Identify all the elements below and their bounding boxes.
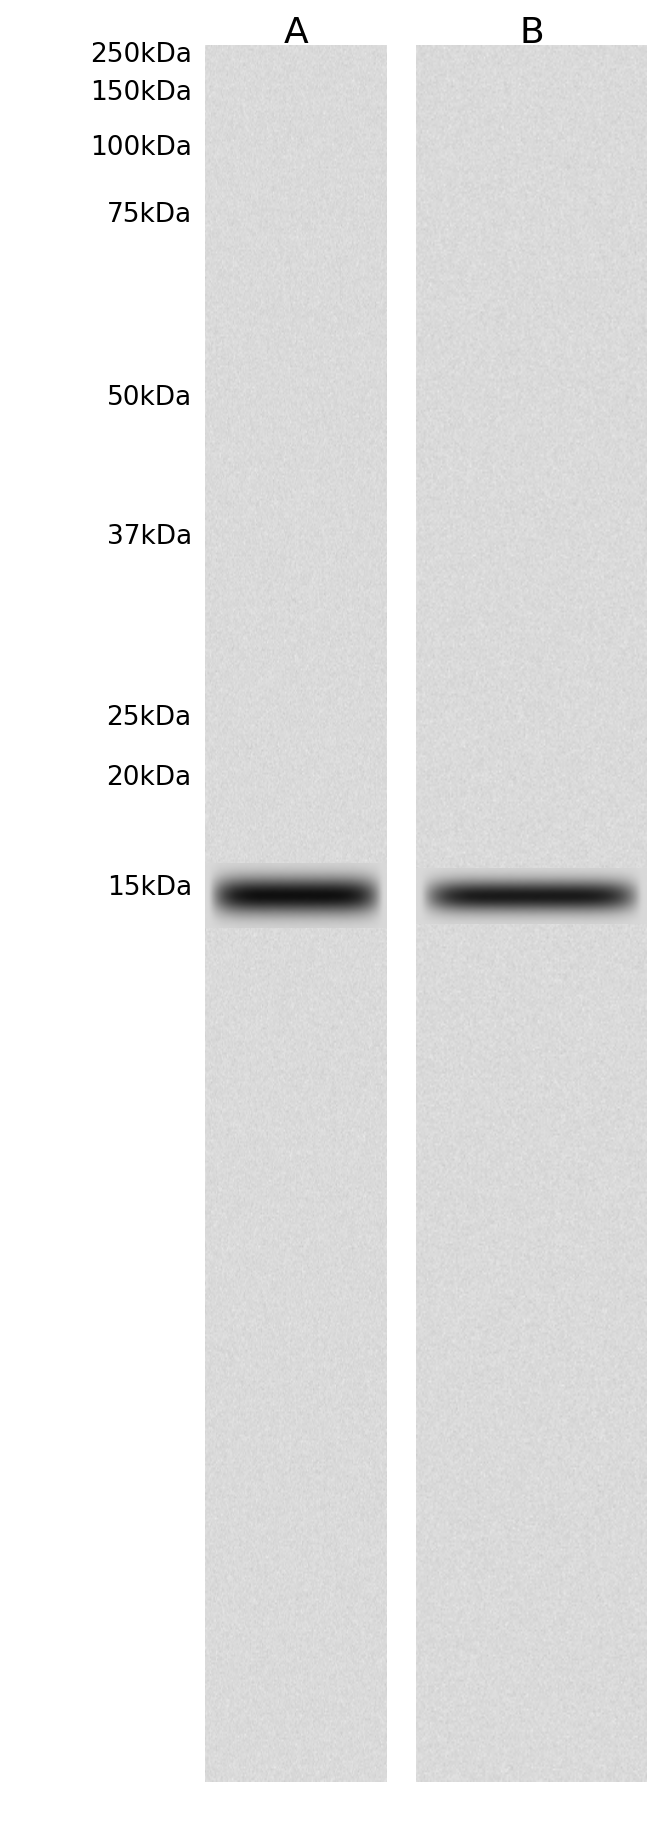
Text: 15kDa: 15kDa	[107, 876, 192, 901]
Text: 50kDa: 50kDa	[107, 386, 192, 411]
Text: 75kDa: 75kDa	[107, 203, 192, 228]
Text: B: B	[519, 16, 544, 49]
Text: 250kDa: 250kDa	[90, 42, 192, 68]
Text: 100kDa: 100kDa	[90, 135, 192, 161]
Text: 25kDa: 25kDa	[107, 706, 192, 731]
Text: A: A	[283, 16, 308, 49]
Text: 20kDa: 20kDa	[107, 764, 192, 792]
Text: 37kDa: 37kDa	[107, 525, 192, 550]
Text: 150kDa: 150kDa	[90, 80, 192, 106]
